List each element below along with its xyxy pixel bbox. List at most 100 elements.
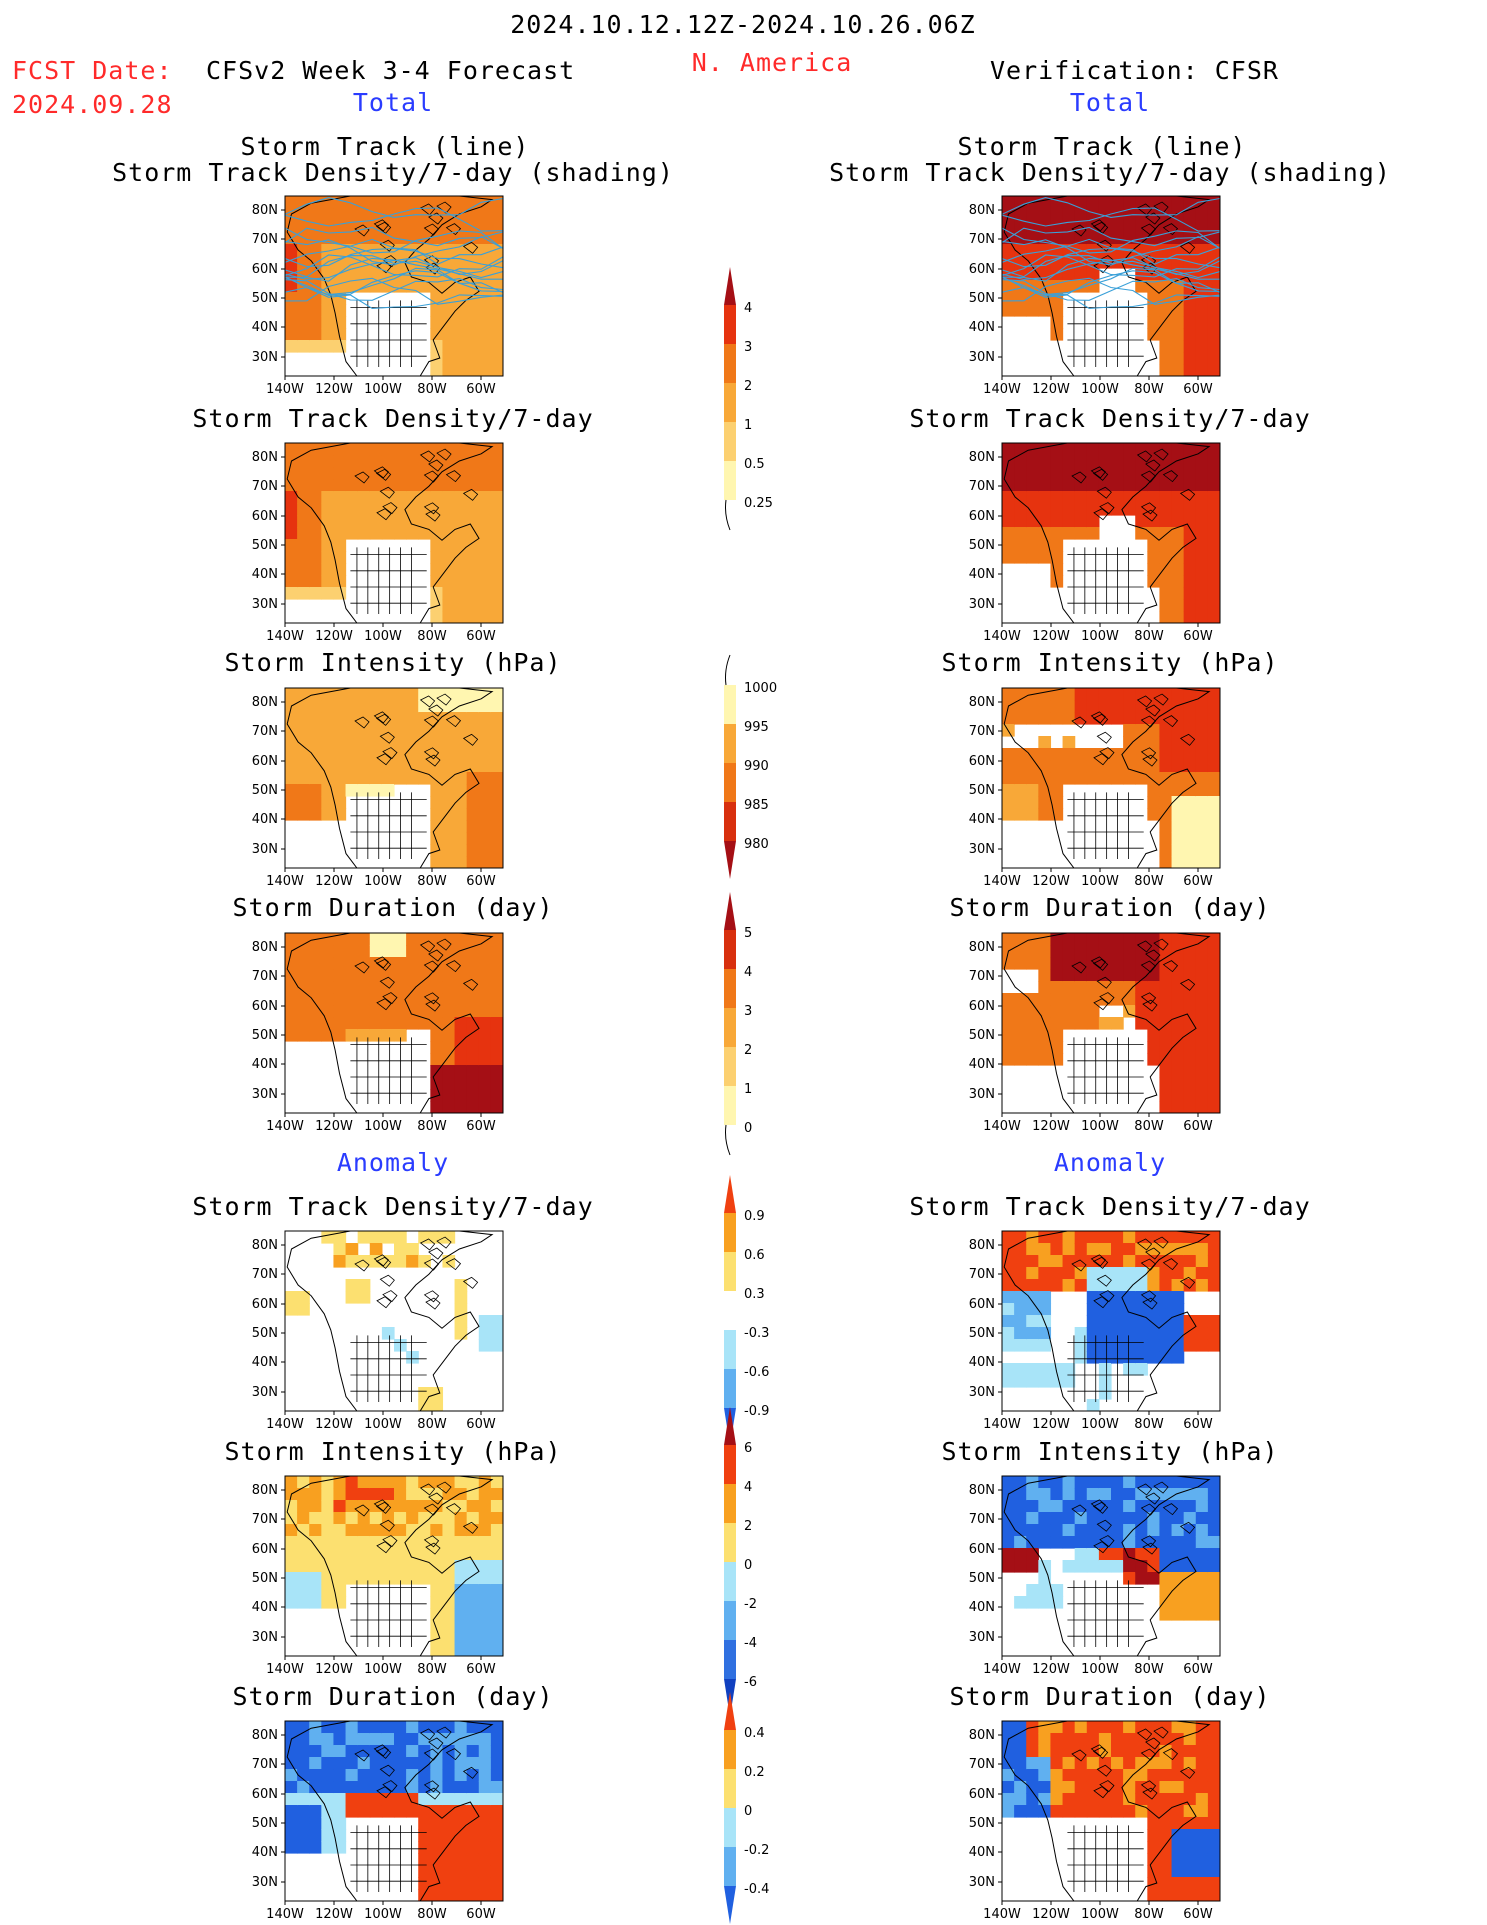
shade-cell bbox=[1014, 1512, 1027, 1525]
shade-cell bbox=[478, 575, 492, 588]
shade-cell bbox=[1123, 1512, 1136, 1525]
shade-cell bbox=[369, 1231, 383, 1244]
colorbar-segment bbox=[724, 1601, 736, 1640]
shade-cell bbox=[1147, 1548, 1161, 1561]
shade-cell bbox=[394, 981, 407, 994]
shade-cell bbox=[394, 232, 407, 245]
shade-cell bbox=[297, 340, 310, 353]
shade-cell bbox=[1111, 503, 1124, 516]
shade-cell bbox=[321, 796, 335, 809]
shade-cell bbox=[345, 957, 359, 970]
shade-cell bbox=[1086, 1399, 1100, 1411]
shade-cell bbox=[430, 196, 444, 209]
shade-cell bbox=[1159, 700, 1173, 713]
shade-cell bbox=[1014, 443, 1027, 456]
shade-cell bbox=[1062, 772, 1076, 785]
lon-label: 120W bbox=[1032, 1119, 1070, 1134]
shade-cell bbox=[1171, 1793, 1185, 1806]
panel-title-duration-anom-forecast: Storm Duration (day) bbox=[232, 1682, 554, 1711]
shade-cell bbox=[454, 748, 468, 761]
shade-cell bbox=[1207, 304, 1220, 317]
colorbar-segment bbox=[724, 1769, 736, 1808]
shade-cell bbox=[1207, 808, 1220, 821]
shade-cell bbox=[1026, 1596, 1039, 1609]
shade-cell bbox=[442, 1620, 456, 1633]
shade-cell bbox=[1195, 957, 1209, 970]
shade-cell bbox=[1159, 945, 1173, 958]
colorbar-tail bbox=[725, 654, 731, 686]
shade-cell bbox=[1207, 933, 1220, 946]
shade-cell bbox=[454, 856, 468, 868]
shade-cell bbox=[321, 1512, 335, 1525]
shade-cell bbox=[369, 772, 383, 785]
shade-cell bbox=[1195, 1608, 1209, 1621]
shade-cell bbox=[478, 1053, 492, 1066]
shade-cell bbox=[1062, 455, 1076, 468]
shade-cell bbox=[1159, 1476, 1173, 1489]
colorbar-label: 4 bbox=[744, 965, 752, 980]
shade-cell bbox=[442, 844, 456, 857]
shade-cell bbox=[1123, 1524, 1136, 1537]
island bbox=[462, 241, 479, 254]
shade-cell bbox=[1183, 981, 1197, 994]
shade-cell bbox=[1014, 1243, 1027, 1256]
shade-cell bbox=[466, 443, 480, 456]
island bbox=[419, 450, 436, 463]
shade-cell bbox=[1111, 945, 1124, 958]
shade-cell bbox=[381, 1476, 395, 1489]
shade-cell bbox=[454, 1877, 468, 1890]
lat-label: 40N bbox=[252, 1845, 278, 1860]
shade-cell bbox=[1002, 1793, 1015, 1806]
shade-cell bbox=[466, 856, 480, 868]
shade-cell bbox=[478, 587, 492, 600]
shade-cell bbox=[466, 1476, 480, 1489]
storm-track-line bbox=[1002, 226, 1220, 247]
coastline bbox=[286, 688, 494, 868]
shade-cell bbox=[466, 1620, 480, 1633]
shade-cell bbox=[1207, 1560, 1220, 1573]
shade-cell bbox=[442, 933, 456, 946]
shade-cell bbox=[1074, 1536, 1088, 1549]
shade-cell bbox=[285, 748, 298, 761]
shade-cell bbox=[1183, 808, 1197, 821]
shade-cell bbox=[1159, 316, 1173, 329]
shade-cell bbox=[490, 981, 503, 994]
shade-cell bbox=[1159, 784, 1173, 797]
shade-cell bbox=[1098, 196, 1112, 209]
shade-cell bbox=[1086, 527, 1100, 540]
shade-cell bbox=[321, 1721, 335, 1734]
shade-cell bbox=[309, 712, 322, 725]
shade-cell bbox=[1050, 503, 1064, 516]
island bbox=[1140, 1748, 1157, 1761]
shade-cell bbox=[1171, 328, 1185, 341]
shade-cell bbox=[1159, 1512, 1173, 1525]
shade-cell bbox=[466, 1101, 480, 1113]
shade-cell bbox=[1050, 1781, 1064, 1794]
shade-cell bbox=[1050, 1721, 1064, 1734]
shade-cell bbox=[442, 1548, 456, 1561]
shade-cell bbox=[1207, 724, 1220, 737]
shade-cell bbox=[309, 1733, 322, 1746]
lat-label: 80N bbox=[252, 940, 278, 955]
shade-cell bbox=[418, 981, 431, 994]
shade-cell bbox=[1050, 575, 1064, 588]
shade-cell bbox=[1159, 527, 1173, 540]
shade-cell bbox=[454, 1089, 468, 1102]
shade-cell bbox=[394, 969, 407, 982]
shade-cell bbox=[1014, 796, 1027, 809]
shade-cell bbox=[490, 1548, 503, 1561]
shade-cell bbox=[333, 712, 347, 725]
shade-cell bbox=[1183, 736, 1197, 749]
island bbox=[1136, 1483, 1153, 1496]
shade-cell bbox=[1207, 748, 1220, 761]
island bbox=[423, 1535, 440, 1548]
shade-cell bbox=[1014, 1805, 1027, 1818]
shade-cell bbox=[1026, 539, 1039, 552]
island bbox=[1071, 716, 1087, 729]
shade-cell bbox=[454, 1865, 468, 1878]
shade-cell bbox=[297, 981, 310, 994]
shade-cell bbox=[1074, 712, 1088, 725]
shade-cell bbox=[1014, 1041, 1027, 1054]
shade-cell bbox=[1038, 1339, 1052, 1352]
